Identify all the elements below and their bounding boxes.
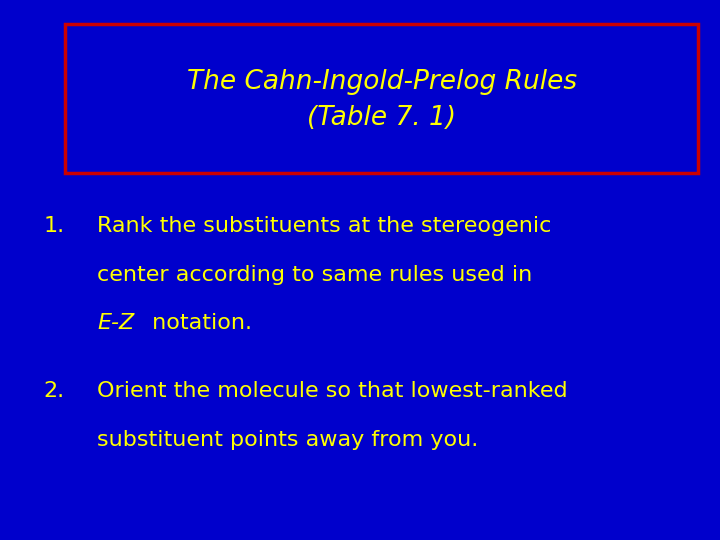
Text: notation.: notation. <box>145 313 252 333</box>
Text: The Cahn-Ingold-Prelog Rules
(Table 7. 1): The Cahn-Ingold-Prelog Rules (Table 7. 1… <box>186 69 577 131</box>
Text: Orient the molecule so that lowest-ranked: Orient the molecule so that lowest-ranke… <box>97 381 568 401</box>
Text: center according to same rules used in: center according to same rules used in <box>97 265 533 285</box>
Text: Rank the substituents at the stereogenic: Rank the substituents at the stereogenic <box>97 216 552 236</box>
FancyBboxPatch shape <box>65 24 698 173</box>
Text: 1.: 1. <box>43 216 64 236</box>
Text: substituent points away from you.: substituent points away from you. <box>97 430 479 450</box>
Text: E-Z: E-Z <box>97 313 135 333</box>
Text: 2.: 2. <box>43 381 64 401</box>
